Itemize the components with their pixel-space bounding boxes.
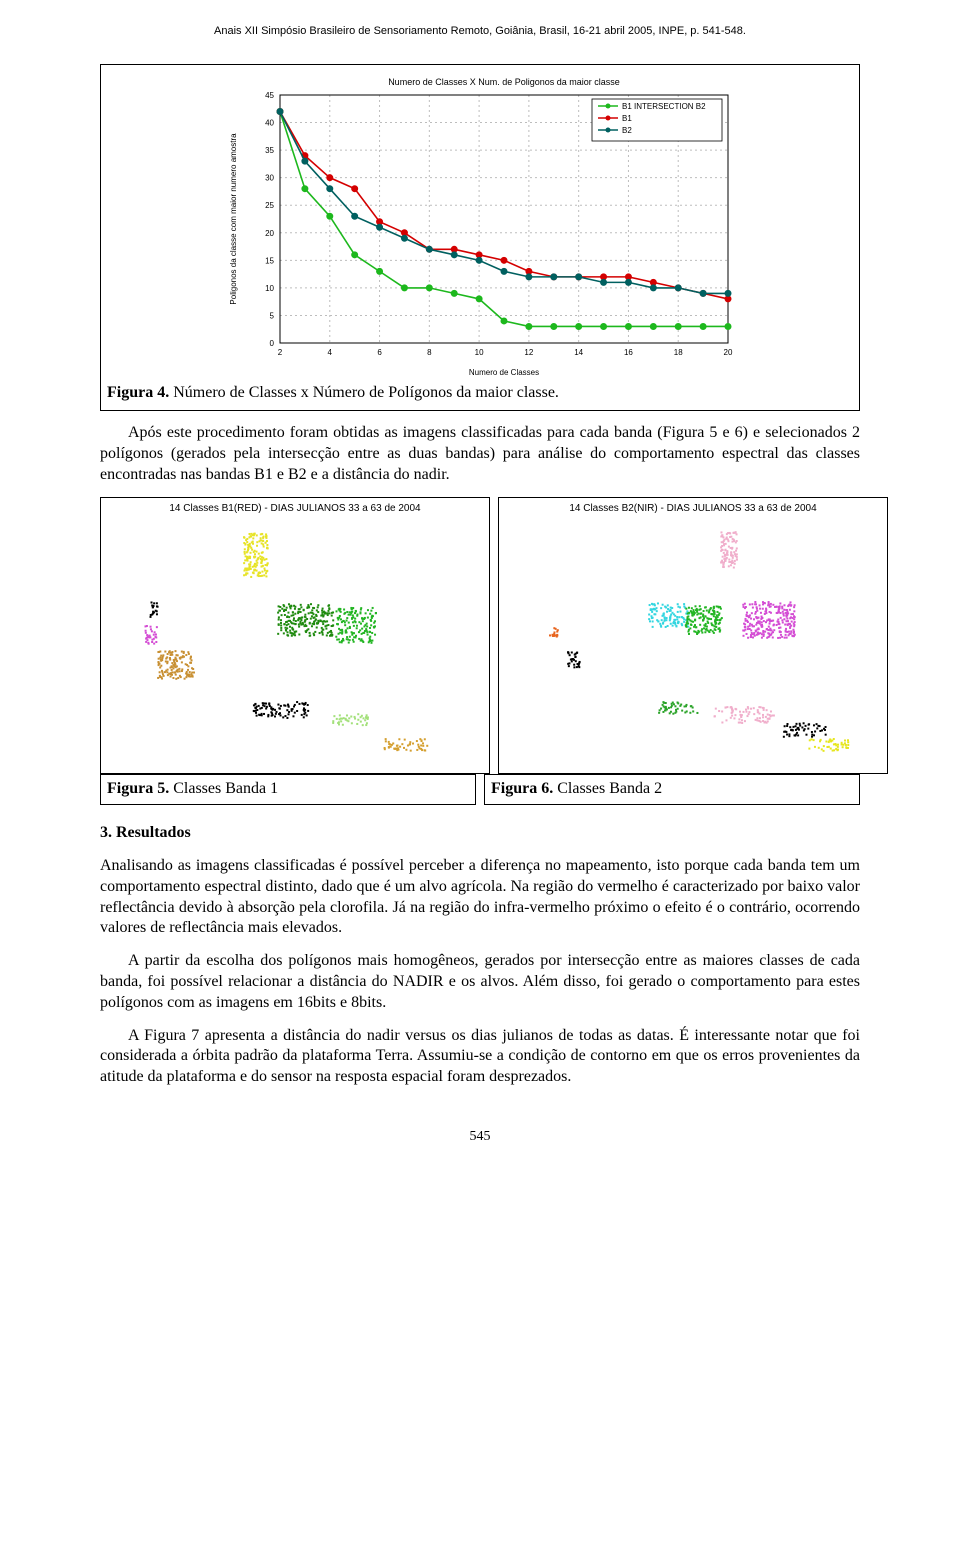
svg-text:5: 5 [270,312,275,321]
svg-text:20: 20 [265,229,274,238]
svg-text:0: 0 [270,339,275,348]
line-chart: 2 4 6 8 10 12 14 16 18 20 0 5 10 15 20 25 30 35 40 45 Numero… [220,71,740,381]
svg-text:25: 25 [265,202,274,211]
section3-p1: Analisando as imagens classificadas é po… [100,856,860,939]
svg-text:45: 45 [265,91,274,100]
section3-p3: A Figura 7 apresenta a distância do nadi… [100,1026,860,1088]
figures-5-6-box: 14 Classes B1(RED) - DIAS JULIANOS 33 a … [100,497,860,774]
figure4-chart-wrap: 2 4 6 8 10 12 14 16 18 20 0 5 10 15 20 25 30 35 40 45 Numero… [107,71,853,381]
page-number: 545 [100,1128,860,1146]
svg-text:B1 INTERSECTION B2: B1 INTERSECTION B2 [622,102,706,111]
figure5-title: 14 Classes B1(RED) - DIAS JULIANOS 33 a … [105,502,485,515]
figures-5-6-captions: Figura 5. Classes Banda 1 Figura 6. Clas… [100,774,860,805]
svg-text:4: 4 [328,348,333,357]
page-container: Anais XII Simpósio Brasileiro de Sensori… [50,0,910,1206]
paragraph-1: Após este procedimento foram obtidas as … [100,423,860,485]
svg-text:35: 35 [265,146,274,155]
figure6-col: 14 Classes B2(NIR) - DIAS JULIANOS 33 a … [498,497,888,774]
svg-text:Numero de Classes: Numero de Classes [469,368,539,377]
svg-text:B1: B1 [622,114,632,123]
svg-text:10: 10 [265,284,274,293]
header-text: Anais XII Simpósio Brasileiro de Sensori… [100,20,860,58]
svg-text:6: 6 [377,348,382,357]
figure5-caption: Figura 5. Classes Banda 1 [100,774,476,805]
svg-text:8: 8 [427,348,432,357]
svg-text:Poligonos da classe com maior: Poligonos da classe com maior numero amo… [229,133,238,305]
figure4-caption-label: Figura 4. [107,384,169,401]
svg-text:10: 10 [475,348,484,357]
section3-heading: 3. Resultados [100,823,860,844]
svg-text:18: 18 [674,348,683,357]
figure4-box: 2 4 6 8 10 12 14 16 18 20 0 5 10 15 20 25 30 35 40 45 Numero… [100,64,860,411]
section3-p2: A partir da escolha dos polígonos mais h… [100,951,860,1013]
figure6-caption-text: Classes Banda 2 [553,780,662,797]
svg-text:14: 14 [574,348,583,357]
figure5-caption-label: Figura 5. [107,780,169,797]
svg-text:12: 12 [524,348,533,357]
figure5-col: 14 Classes B1(RED) - DIAS JULIANOS 33 a … [100,497,490,774]
scatter-left [105,519,485,769]
svg-text:15: 15 [265,257,274,266]
figure6-caption: Figura 6. Classes Banda 2 [484,774,860,805]
figure5-caption-text: Classes Banda 1 [169,780,278,797]
svg-text:20: 20 [724,348,733,357]
figure4-caption-text: Número de Classes x Número de Polígonos … [169,384,559,401]
svg-text:16: 16 [624,348,633,357]
svg-text:30: 30 [265,174,274,183]
figure6-title: 14 Classes B2(NIR) - DIAS JULIANOS 33 a … [503,502,883,515]
svg-text:Numero de Classes X Num. de Po: Numero de Classes X Num. de Poligonos da… [388,77,620,87]
figure4-caption: Figura 4. Número de Classes x Número de … [107,383,853,404]
figure6-caption-label: Figura 6. [491,780,553,797]
svg-text:2: 2 [278,348,283,357]
svg-text:40: 40 [265,119,274,128]
scatter-right [503,519,883,769]
svg-text:B2: B2 [622,126,632,135]
